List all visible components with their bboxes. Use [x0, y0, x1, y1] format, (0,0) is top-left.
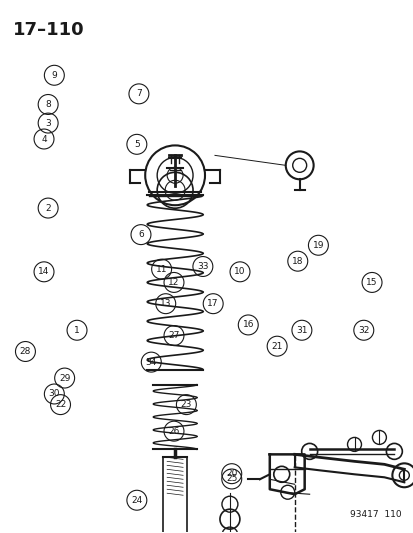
Text: 93417  110: 93417 110	[349, 510, 400, 519]
Text: 24: 24	[131, 496, 142, 505]
Text: 12: 12	[168, 278, 179, 287]
Text: 22: 22	[55, 400, 66, 409]
Text: 14: 14	[38, 268, 50, 276]
Text: 3: 3	[45, 118, 51, 127]
Text: 23: 23	[180, 400, 192, 409]
Text: 31: 31	[295, 326, 307, 335]
Text: 25: 25	[225, 474, 237, 483]
Text: 13: 13	[159, 299, 171, 308]
Text: 2: 2	[45, 204, 51, 213]
Text: 9: 9	[51, 71, 57, 80]
Text: 6: 6	[138, 230, 143, 239]
Text: 17–110: 17–110	[13, 21, 84, 39]
Text: 29: 29	[59, 374, 70, 383]
Text: 34: 34	[145, 358, 157, 367]
Text: 26: 26	[168, 427, 179, 435]
Text: 19: 19	[312, 241, 323, 250]
Text: 10: 10	[234, 268, 245, 276]
Text: 7: 7	[136, 90, 141, 99]
Text: 30: 30	[48, 390, 60, 399]
Text: 5: 5	[134, 140, 140, 149]
Text: 33: 33	[197, 262, 208, 271]
Text: 20: 20	[225, 469, 237, 478]
Text: 8: 8	[45, 100, 51, 109]
Text: 28: 28	[20, 347, 31, 356]
Text: 32: 32	[357, 326, 368, 335]
Text: 11: 11	[155, 265, 167, 273]
Text: 4: 4	[41, 134, 47, 143]
Text: 18: 18	[291, 257, 303, 265]
Text: 16: 16	[242, 320, 254, 329]
Text: 27: 27	[168, 331, 179, 340]
Text: 17: 17	[207, 299, 218, 308]
Text: 21: 21	[271, 342, 282, 351]
Text: 1: 1	[74, 326, 80, 335]
Text: 15: 15	[366, 278, 377, 287]
